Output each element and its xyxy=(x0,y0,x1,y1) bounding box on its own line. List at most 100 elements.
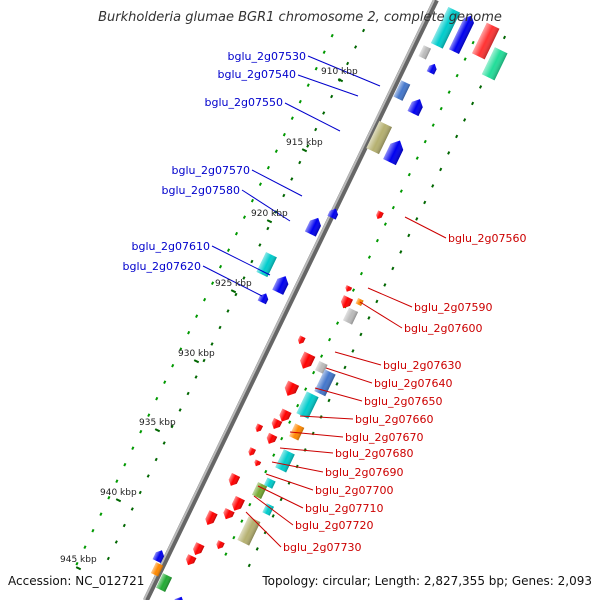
tick-dot xyxy=(202,358,206,363)
gene-label-bglu_2g07540[interactable]: bglu_2g07540 xyxy=(218,68,296,81)
gene-glyph[interactable] xyxy=(344,285,353,293)
tick-dot xyxy=(359,332,363,337)
gene-glyph[interactable] xyxy=(375,210,384,220)
gene-glyph[interactable] xyxy=(215,540,225,550)
gene-label-bglu_2g07600[interactable]: bglu_2g07600 xyxy=(404,322,482,335)
gene-glyph[interactable] xyxy=(314,369,336,397)
gene-label-bglu_2g07680[interactable]: bglu_2g07680 xyxy=(335,447,413,460)
leader-line xyxy=(297,74,359,97)
gene-label-bglu_2g07730[interactable]: bglu_2g07730 xyxy=(283,541,361,554)
gene-glyph[interactable] xyxy=(355,298,364,307)
gene-label-bglu_2g07550[interactable]: bglu_2g07550 xyxy=(205,96,283,109)
gene-glyph[interactable] xyxy=(270,418,283,431)
gene-glyph[interactable] xyxy=(327,207,340,220)
tick-dot xyxy=(399,250,403,254)
gene-label-bglu_2g07580[interactable]: bglu_2g07580 xyxy=(162,184,240,197)
gene-glyph[interactable] xyxy=(426,62,439,75)
gene-label-bglu_2g07650[interactable]: bglu_2g07650 xyxy=(364,395,442,408)
gene-glyph[interactable] xyxy=(247,447,256,457)
gene-glyph[interactable] xyxy=(393,80,411,101)
tick-dot xyxy=(123,462,127,467)
gene-glyph[interactable] xyxy=(343,307,359,325)
gene-glyph[interactable] xyxy=(252,482,268,500)
gene-glyph[interactable] xyxy=(184,554,197,567)
gene-label-bglu_2g07710[interactable]: bglu_2g07710 xyxy=(305,502,383,515)
gene-glyph[interactable] xyxy=(230,496,245,513)
tick-dot xyxy=(455,73,459,78)
gene-label-bglu_2g07670[interactable]: bglu_2g07670 xyxy=(345,431,423,444)
leader-line xyxy=(314,387,363,402)
gene-glyph[interactable] xyxy=(191,542,205,557)
gene-glyph[interactable] xyxy=(150,562,164,577)
tick-dot xyxy=(232,535,236,540)
gene-label-bglu_2g07620[interactable]: bglu_2g07620 xyxy=(123,260,201,273)
tick-dot xyxy=(298,160,302,165)
gene-glyph[interactable] xyxy=(171,595,186,600)
scale-label-910: 910 kbp xyxy=(321,67,358,77)
gene-glyph[interactable] xyxy=(156,573,173,592)
tick-dot xyxy=(234,292,238,297)
gene-glyph[interactable] xyxy=(366,121,392,155)
tick-dot xyxy=(218,264,223,269)
map-title: Burkholderia glumae BGR1 chromosome 2, c… xyxy=(98,10,502,25)
gene-label-bglu_2g07720[interactable]: bglu_2g07720 xyxy=(295,519,373,532)
gene-glyph[interactable] xyxy=(339,295,354,310)
gene-glyph[interactable] xyxy=(237,516,261,546)
gene-glyph[interactable] xyxy=(289,423,305,441)
gene-glyph[interactable] xyxy=(472,22,500,60)
gene-glyph[interactable] xyxy=(407,96,426,117)
tick-dot xyxy=(383,283,387,287)
scale-label-945: 945 kbp xyxy=(60,555,97,565)
gene-glyph[interactable] xyxy=(418,45,432,60)
tick-dot xyxy=(415,156,419,160)
gene-glyph[interactable] xyxy=(277,408,292,424)
gene-glyph[interactable] xyxy=(481,47,508,81)
gene-glyph[interactable] xyxy=(257,291,270,305)
tick-dot xyxy=(335,382,339,386)
gene-glyph[interactable] xyxy=(203,510,218,527)
gene-label-bglu_2g07660[interactable]: bglu_2g07660 xyxy=(355,413,433,426)
tick-dot xyxy=(115,479,119,483)
tick-dot xyxy=(431,184,435,188)
gene-glyph[interactable] xyxy=(265,432,278,446)
tick-dot xyxy=(471,40,475,45)
gene-glyph[interactable] xyxy=(297,335,306,346)
accession-text: Accession: NC_012721 xyxy=(8,574,145,588)
gene-label-bglu_2g07590[interactable]: bglu_2g07590 xyxy=(414,301,492,314)
gene-glyph[interactable] xyxy=(304,215,324,237)
gene-glyph[interactable] xyxy=(253,459,262,467)
tick-dot xyxy=(423,200,427,205)
leader-line xyxy=(241,189,291,222)
tick-dot xyxy=(179,347,183,351)
gene-glyph[interactable] xyxy=(227,473,241,488)
gene-glyph[interactable] xyxy=(275,449,295,473)
gene-glyph[interactable] xyxy=(254,423,264,434)
gene-glyph[interactable] xyxy=(430,6,461,49)
gene-glyph[interactable] xyxy=(221,508,235,521)
gene-label-bglu_2g07560[interactable]: bglu_2g07560 xyxy=(448,232,526,245)
tick-dot xyxy=(250,259,254,264)
gene-glyph[interactable] xyxy=(262,503,274,516)
gene-glyph[interactable] xyxy=(152,548,166,564)
tick-dot xyxy=(471,101,475,106)
gene-glyph[interactable] xyxy=(282,380,300,399)
gene-label-bglu_2g07690[interactable]: bglu_2g07690 xyxy=(325,466,403,479)
gene-label-bglu_2g07530[interactable]: bglu_2g07530 xyxy=(228,50,306,63)
tick-dot xyxy=(75,561,79,566)
tick-dot xyxy=(83,545,87,549)
gene-glyph[interactable] xyxy=(272,273,291,295)
tick-dot xyxy=(163,380,167,384)
tick-dot xyxy=(155,396,159,401)
gene-label-bglu_2g07570[interactable]: bglu_2g07570 xyxy=(172,164,250,177)
gene-glyph[interactable] xyxy=(296,391,319,419)
gene-label-bglu_2g07640[interactable]: bglu_2g07640 xyxy=(374,377,452,390)
gene-glyph[interactable] xyxy=(383,137,406,166)
gene-label-bglu_2g07630[interactable]: bglu_2g07630 xyxy=(383,359,461,372)
gene-glyph[interactable] xyxy=(449,13,476,55)
gene-label-bglu_2g07610[interactable]: bglu_2g07610 xyxy=(132,240,210,253)
gene-label-bglu_2g07700[interactable]: bglu_2g07700 xyxy=(315,484,393,497)
scale-labels: 910 kbp 915 kbp 920 kbp 925 kbp 930 kbp … xyxy=(60,67,358,565)
gene-glyph[interactable] xyxy=(298,351,316,372)
leader-line xyxy=(359,301,403,329)
gene-glyph[interactable] xyxy=(264,477,276,489)
